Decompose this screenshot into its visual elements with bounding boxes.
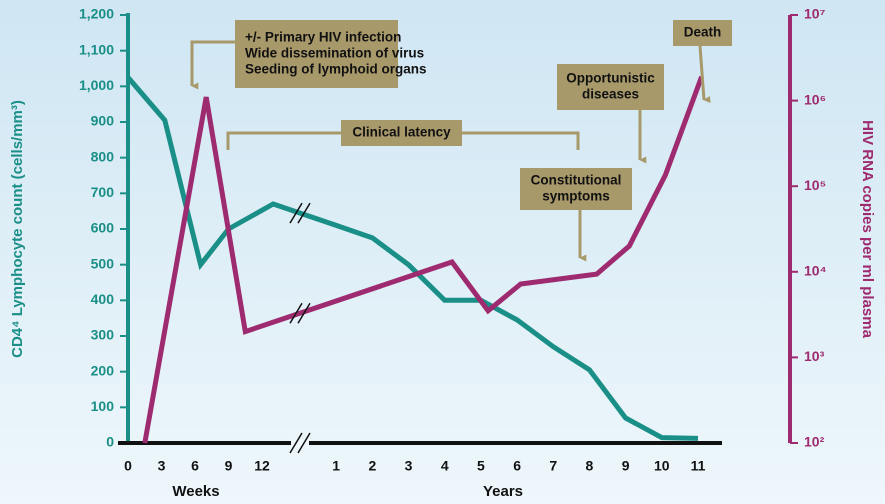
x-tick-label: 9: [622, 458, 630, 474]
axis-break: [289, 432, 303, 454]
x-tick-label: 0: [124, 458, 132, 474]
axis-break: [289, 202, 303, 224]
x-tick-label: 10: [654, 458, 670, 474]
y-tick-label: 800: [91, 148, 115, 164]
annotation-box: [673, 20, 732, 46]
x-axis-label: Years: [483, 483, 523, 500]
annotation-text: Constitutional: [531, 173, 622, 188]
x-tick-label: 4: [441, 458, 449, 474]
annotation-text: Seeding of lymphoid organs: [245, 62, 427, 77]
y-tick-label: 900: [91, 113, 115, 129]
y2-tick-label: 10⁴: [804, 263, 827, 279]
annotation-text: Opportunistic: [566, 71, 655, 86]
x-tick-label: 7: [549, 458, 557, 474]
x-tick-label: 1: [332, 458, 340, 474]
x-tick-label: 6: [191, 458, 199, 474]
axis-break: [289, 302, 303, 324]
y-tick-label: 1,000: [79, 77, 114, 93]
y-tick-label: 1,200: [79, 6, 114, 22]
annotation-text: symptoms: [542, 189, 610, 204]
y2-tick-label: 10⁵: [804, 177, 826, 193]
y-axis-label: CD4⁴ Lymphocyte count (cells/mm³): [9, 100, 26, 358]
annotation-text: Wide dissemination of virus: [245, 46, 424, 61]
y-tick-label: 600: [91, 220, 115, 236]
x-tick-label: 8: [586, 458, 594, 474]
x-axis-label: Weeks: [172, 483, 219, 500]
y2-axis-label: HIV RNA copies per ml plasma: [859, 120, 876, 339]
x-tick-label: 2: [368, 458, 376, 474]
y-tick-label: 700: [91, 184, 115, 200]
y-tick-label: 400: [91, 291, 115, 307]
annotation-box: [341, 120, 462, 146]
y2-tick-label: 10⁶: [804, 91, 826, 107]
annotation-arrow: [190, 40, 235, 90]
x-tick-label: 5: [477, 458, 485, 474]
annotation-arrow: [226, 131, 341, 150]
y-tick-label: 0: [106, 434, 114, 450]
axis-break: [297, 302, 311, 324]
annotation-box: [235, 20, 398, 88]
data-line: [142, 75, 704, 444]
x-tick-label: 11: [691, 458, 706, 474]
annotation-text: Clinical latency: [352, 125, 451, 140]
axis-break-gap: [291, 439, 309, 447]
annotation-text: Death: [684, 25, 722, 40]
y-tick-label: 100: [91, 398, 115, 414]
x-tick-label: 12: [254, 458, 270, 474]
data-line: [126, 75, 699, 441]
y2-tick-label: 10⁷: [804, 6, 826, 22]
y-tick-label: 1,100: [79, 41, 114, 57]
x-tick-label: 6: [513, 458, 521, 474]
annotation-box: [557, 64, 664, 110]
annotation-text: diseases: [582, 87, 639, 102]
y-tick-label: 300: [91, 327, 115, 343]
y-tick-label: 200: [91, 362, 115, 378]
x-tick-label: 3: [158, 458, 166, 474]
x-tick-label: 3: [405, 458, 413, 474]
annotation-text: +/- Primary HIV infection: [245, 30, 401, 45]
x-tick-label: 9: [225, 458, 233, 474]
axis-break: [297, 202, 311, 224]
y2-tick-label: 10²: [804, 434, 825, 450]
annotation-arrow: [698, 45, 711, 104]
axis-break: [297, 432, 311, 454]
annotation-box: [520, 168, 632, 210]
y2-tick-label: 10³: [804, 348, 825, 364]
annotation-arrow: [462, 131, 580, 150]
y-tick-label: 500: [91, 255, 115, 271]
